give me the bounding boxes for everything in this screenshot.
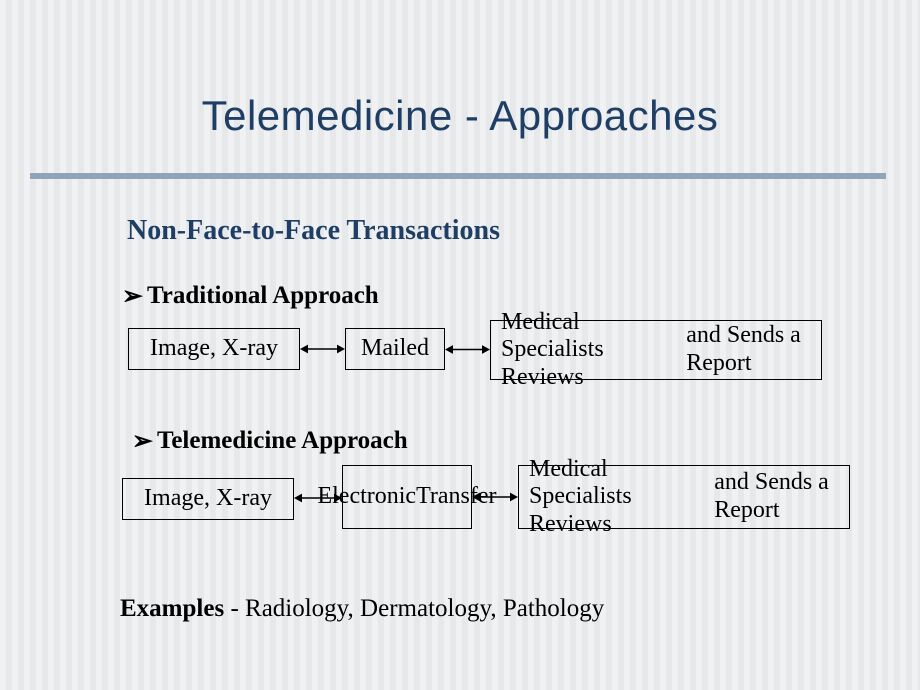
examples-line: Examples - Radiology, Dermatology, Patho… bbox=[120, 595, 604, 623]
slide-content: Telemedicine - Approaches Non-Face-to-Fa… bbox=[0, 0, 920, 690]
examples-rest: - Radiology, Dermatology, Pathology bbox=[224, 595, 604, 622]
double-arrow-icon bbox=[0, 0, 920, 690]
examples-prefix: Examples bbox=[120, 595, 224, 622]
